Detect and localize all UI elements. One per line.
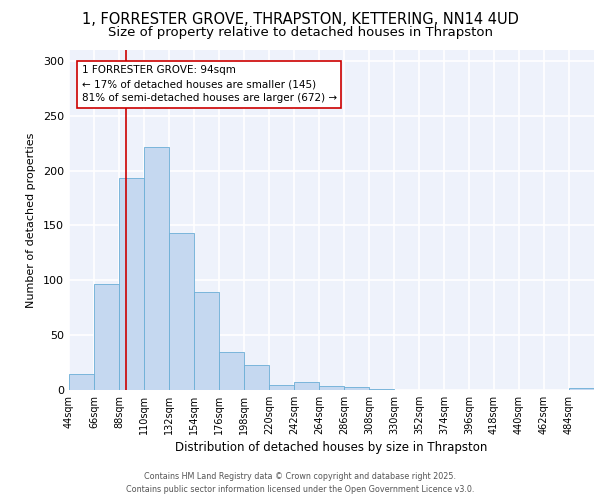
Bar [344, 386, 369, 390]
Bar [569, 388, 594, 390]
Text: 1 FORRESTER GROVE: 94sqm
← 17% of detached houses are smaller (145)
81% of semi-: 1 FORRESTER GROVE: 94sqm ← 17% of detach… [82, 66, 337, 104]
Bar [294, 382, 319, 390]
Bar [319, 386, 344, 390]
X-axis label: Distribution of detached houses by size in Thrapston: Distribution of detached houses by size … [175, 441, 488, 454]
Text: 1, FORRESTER GROVE, THRAPSTON, KETTERING, NN14 4UD: 1, FORRESTER GROVE, THRAPSTON, KETTERING… [82, 12, 518, 28]
Text: Contains HM Land Registry data © Crown copyright and database right 2025.
Contai: Contains HM Land Registry data © Crown c… [126, 472, 474, 494]
Bar [219, 352, 244, 390]
Bar [119, 178, 144, 390]
Bar [69, 374, 94, 390]
Bar [369, 389, 394, 390]
Y-axis label: Number of detached properties: Number of detached properties [26, 132, 36, 308]
Bar [244, 365, 269, 390]
Bar [194, 292, 219, 390]
Bar [144, 146, 169, 390]
Bar [94, 284, 119, 390]
Bar [269, 384, 294, 390]
Bar [169, 233, 194, 390]
Text: Size of property relative to detached houses in Thrapston: Size of property relative to detached ho… [107, 26, 493, 39]
